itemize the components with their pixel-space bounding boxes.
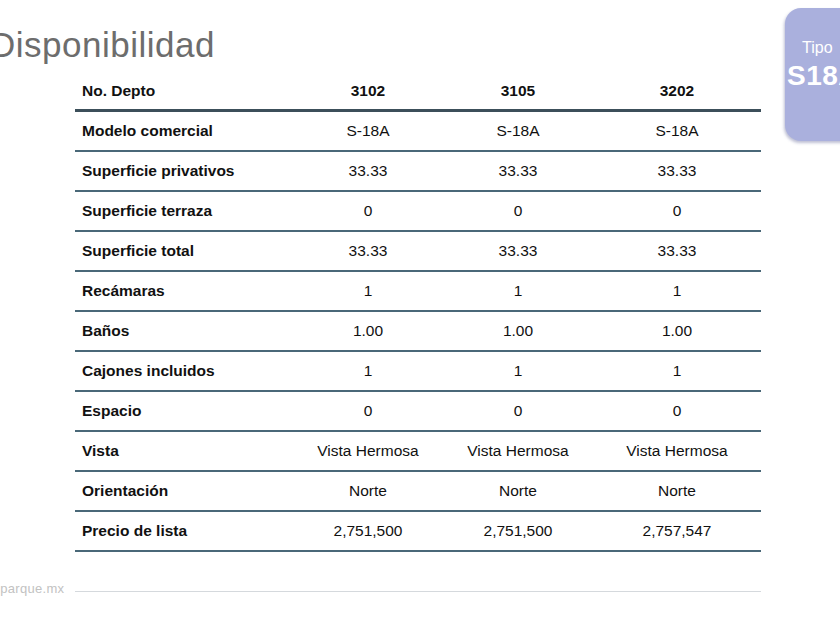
table-row: Precio de lista 2,751,500 2,751,500 2,75… (75, 512, 761, 552)
header-unit-number: 3202 (593, 82, 761, 100)
row-label: Modelo comercial (75, 122, 293, 140)
cell-value: 33.33 (593, 162, 761, 180)
table-row: Modelo comercial S-18A S-18A S-18A (75, 112, 761, 152)
cell-value: 0 (593, 202, 761, 220)
row-label: Espacio (75, 402, 293, 420)
cell-value: 1.00 (443, 322, 593, 340)
table-header-row: No. Depto 3102 3105 3202 (75, 72, 761, 112)
cell-value: Vista Hermosa (293, 442, 443, 460)
cell-value: 33.33 (443, 162, 593, 180)
cell-value: S-18A (443, 122, 593, 140)
row-label: Vista (75, 442, 293, 460)
cell-value: 1 (593, 362, 761, 380)
cell-value: 2,751,500 (293, 522, 443, 540)
table-row-price (75, 552, 761, 592)
header-label: No. Depto (75, 82, 293, 100)
header-unit-number: 3105 (443, 82, 593, 100)
unit-type-badge: Tipo S18A (785, 8, 840, 141)
cell-value: 0 (443, 402, 593, 420)
cell-value: Norte (593, 482, 761, 500)
cell-value: 1 (593, 282, 761, 300)
row-label: Superficie terraza (75, 202, 293, 220)
row-label: Superficie privativos (75, 162, 293, 180)
cell-value: 1 (443, 282, 593, 300)
availability-table: No. Depto 3102 3105 3202 Modelo comercia… (75, 72, 761, 592)
cell-value: 1.00 (593, 322, 761, 340)
header-unit-number: 3102 (293, 82, 443, 100)
table-row: Superficie total 33.33 33.33 33.33 (75, 232, 761, 272)
row-label: Baños (75, 322, 293, 340)
cell-value: 33.33 (443, 242, 593, 260)
cell-value: 33.33 (593, 242, 761, 260)
table-row: Espacio 0 0 0 (75, 392, 761, 432)
cell-value: 33.33 (293, 242, 443, 260)
row-label: Orientación (75, 482, 293, 500)
row-label: Recámaras (75, 282, 293, 300)
cell-value: 1.00 (293, 322, 443, 340)
cell-value: Norte (293, 482, 443, 500)
page-title: Disponibilidad (0, 24, 215, 66)
cell-value: 2,757,547 (593, 522, 761, 540)
cell-value: 2,751,500 (443, 522, 593, 540)
badge-label: Tipo (802, 38, 840, 57)
table-row: Cajones incluidos 1 1 1 (75, 352, 761, 392)
table-row: Superficie privativos 33.33 33.33 33.33 (75, 152, 761, 192)
cell-value: S-18A (593, 122, 761, 140)
badge-value: S18A (787, 61, 840, 91)
cell-value: 0 (593, 402, 761, 420)
table-row: Orientación Norte Norte Norte (75, 472, 761, 512)
cell-value: 1 (443, 362, 593, 380)
cell-value: 33.33 (293, 162, 443, 180)
row-label: Precio de lista (75, 522, 293, 540)
table-row: Vista Vista Hermosa Vista Hermosa Vista … (75, 432, 761, 472)
cell-value: Vista Hermosa (593, 442, 761, 460)
cell-value: 1 (293, 362, 443, 380)
cell-value: Vista Hermosa (443, 442, 593, 460)
table-row: Superficie terraza 0 0 0 (75, 192, 761, 232)
cell-value: Norte (443, 482, 593, 500)
cell-value: 0 (443, 202, 593, 220)
cell-value: S-18A (293, 122, 443, 140)
watermark-text: lparque.mx (0, 581, 64, 596)
table-row: Baños 1.00 1.00 1.00 (75, 312, 761, 352)
cell-value: 0 (293, 402, 443, 420)
cell-value: 1 (293, 282, 443, 300)
row-label: Cajones incluidos (75, 362, 293, 380)
row-label: Superficie total (75, 242, 293, 260)
table-row: Recámaras 1 1 1 (75, 272, 761, 312)
cell-value: 0 (293, 202, 443, 220)
